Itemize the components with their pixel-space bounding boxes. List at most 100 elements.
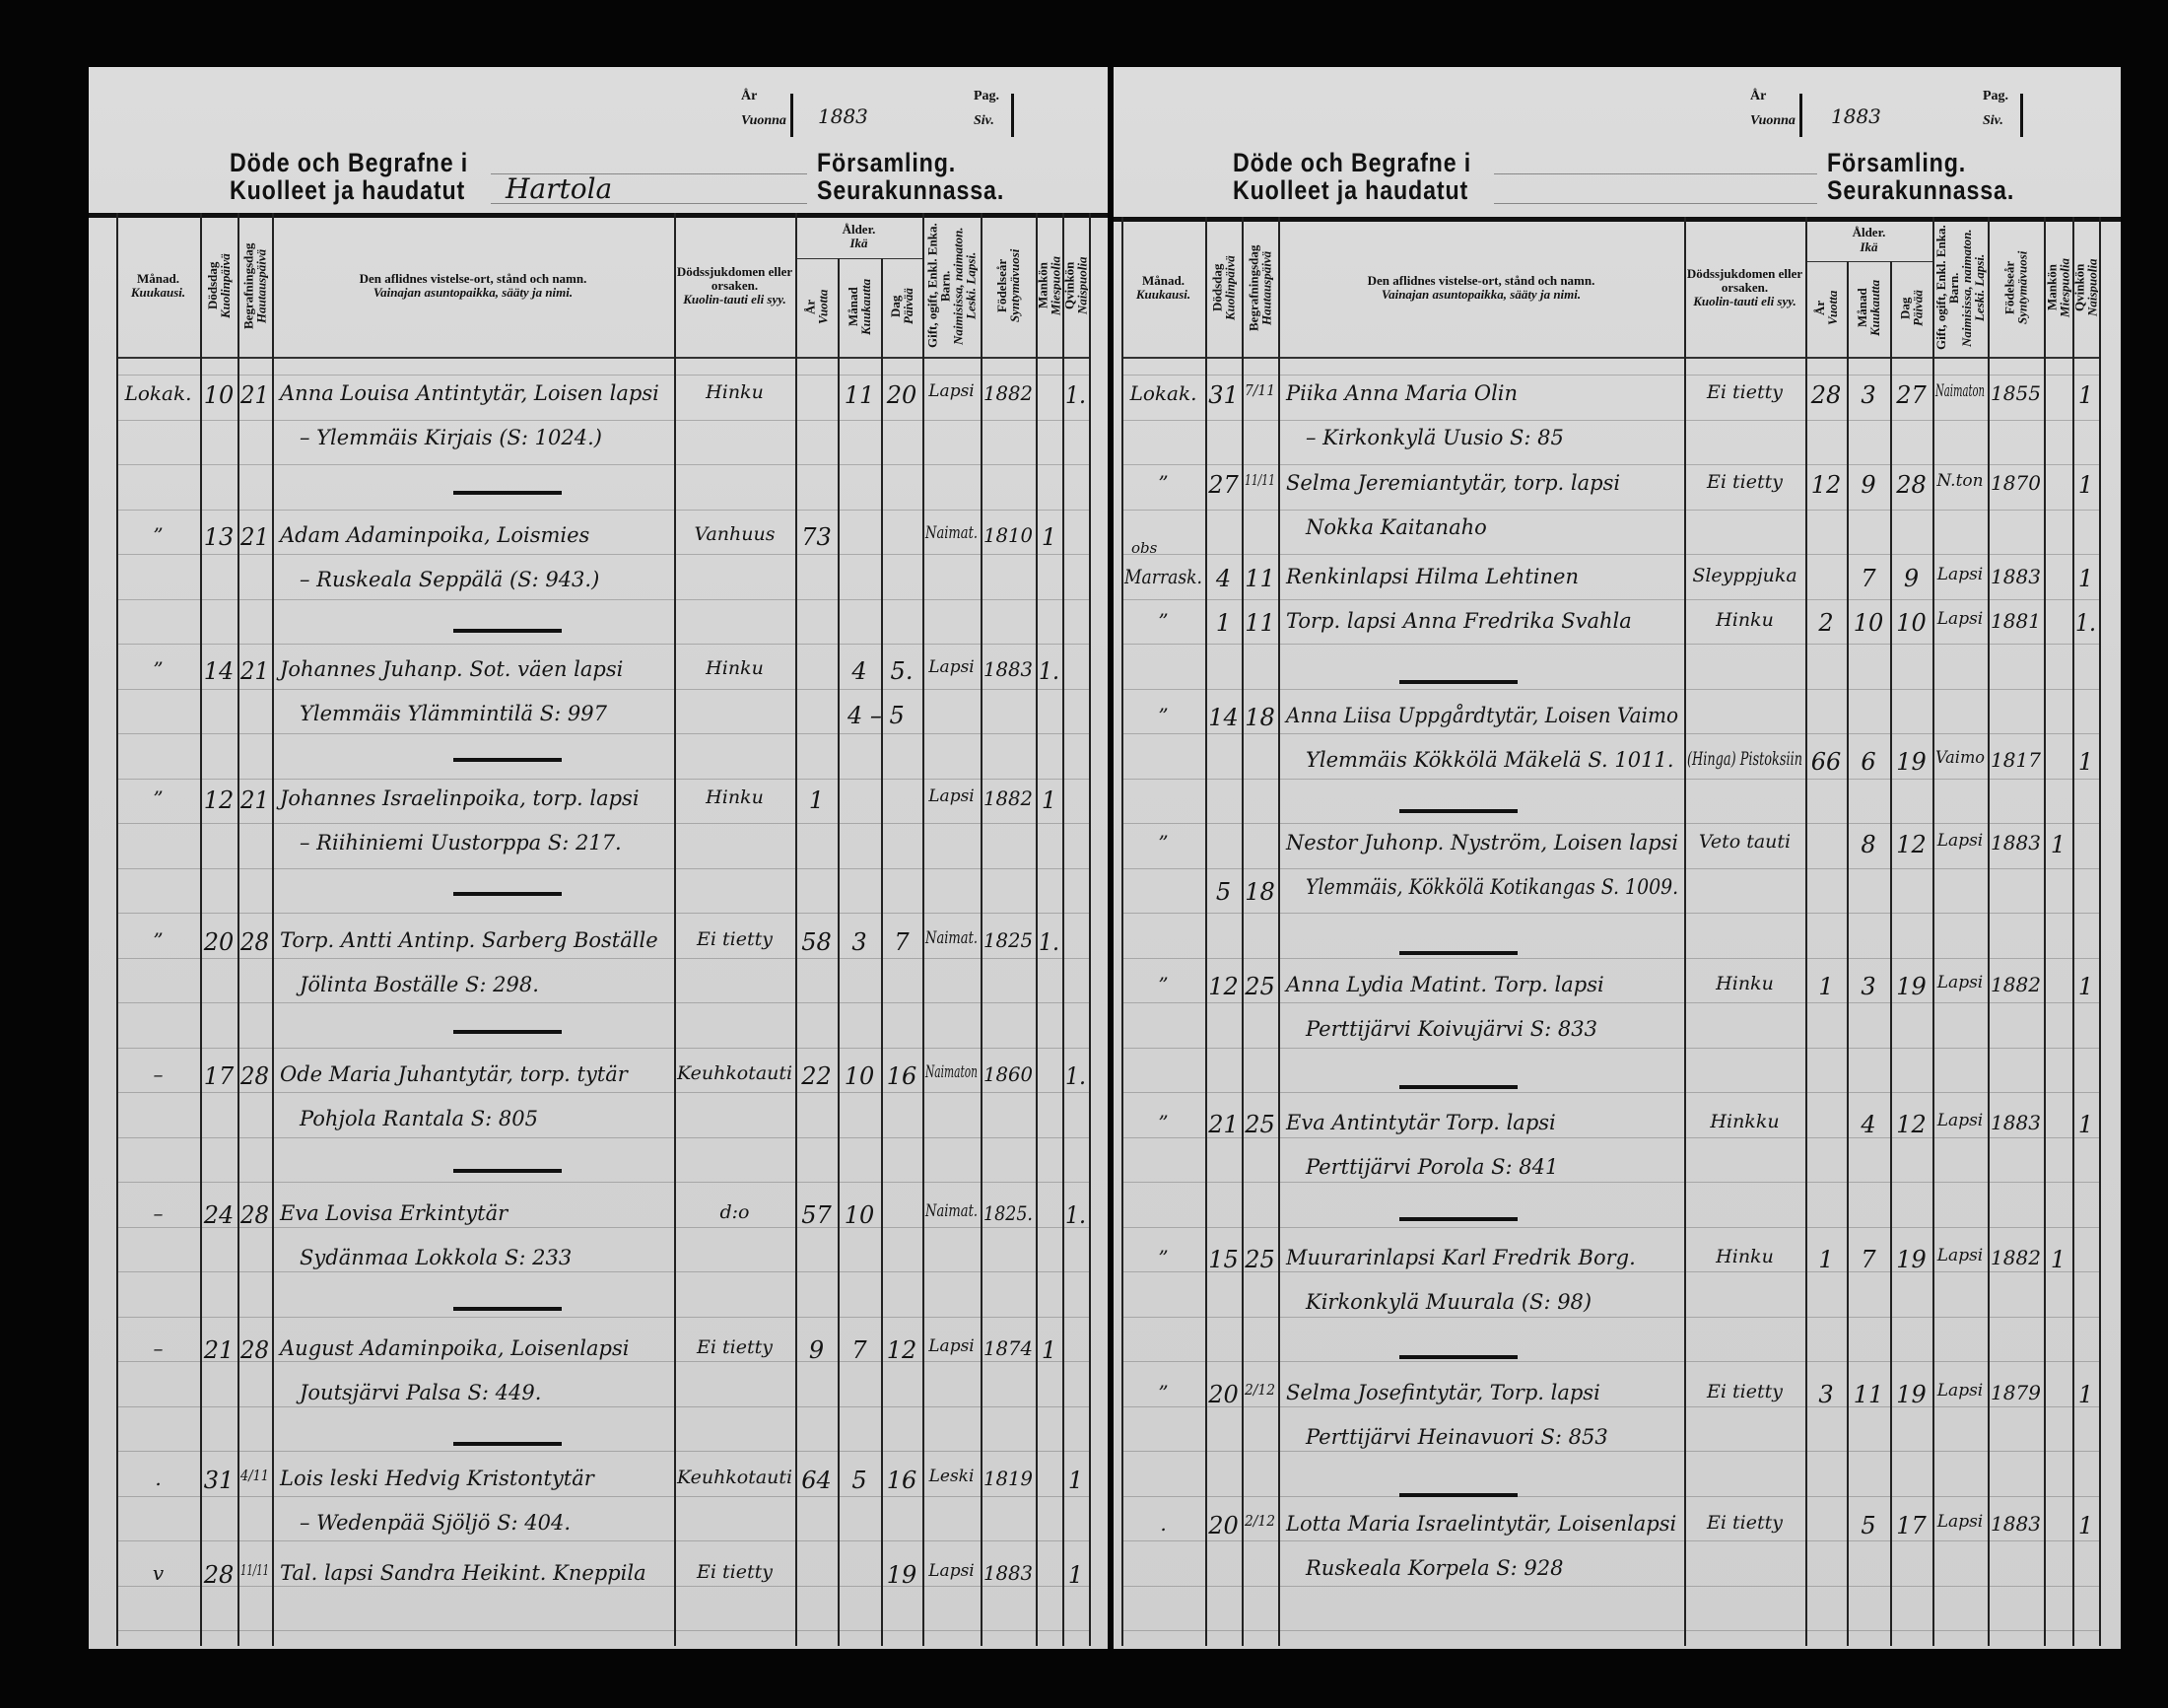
ruled-line <box>1121 1317 2099 1318</box>
entry-months: 7 <box>1861 1246 1876 1273</box>
entry-name-line1: Anna Liisa Uppgårdtytär, Loisen Vaimo <box>1286 704 1679 727</box>
header-rule <box>89 213 1108 218</box>
entry-month: ” <box>1158 471 1169 495</box>
entry-cause: Ei tietty <box>697 1561 773 1583</box>
ruled-line <box>116 644 1089 645</box>
entry-name-line1: Anna Lydia Matint. Torp. lapsi <box>1286 973 1604 996</box>
column-header-fi: Syntymävuosi <box>2014 250 2030 325</box>
entry-name-line1: Johannes Israelinpoika, torp. lapsi <box>280 786 640 810</box>
entry-separator <box>453 1442 562 1446</box>
entry-days: 20 <box>886 381 917 409</box>
entry-separator <box>453 892 562 896</box>
entry-days: 19 <box>1896 973 1927 1000</box>
entry-female: 1 <box>2077 1512 2094 1539</box>
entry-years: 12 <box>1810 471 1842 499</box>
register-page-left <box>89 67 1108 1649</box>
entry-female: 1 <box>2077 1111 2094 1138</box>
entry-separator <box>1399 1217 1518 1221</box>
column-header-age: Ålder. Ikä <box>795 217 922 256</box>
ruled-line <box>1121 1630 2099 1631</box>
entry-name-line1: Anna Louisa Antintytär, Loisen lapsi <box>280 381 659 405</box>
column-header-cause: Dödssjukdomen eller orsaken. Kuolin-tauti… <box>675 219 794 353</box>
entry-separator <box>453 629 562 633</box>
entry-month: ” <box>153 786 164 810</box>
entry-name-line1: Tal. lapsi Sandra Heikint. Kneppila <box>280 1561 646 1585</box>
column-divider <box>2044 217 2046 1646</box>
entry-male: 1. <box>1039 928 1060 956</box>
entry-name-line1: Lois leski Hedvig Kristontytär <box>280 1467 594 1490</box>
entry-name-line2: – Kirkonkylä Uusio S: 85 <box>1306 426 1564 449</box>
entry-male: 1 <box>1041 523 1057 551</box>
year-bracket <box>1799 94 1802 137</box>
entry-months: 10 <box>1853 609 1884 637</box>
entry-name-line1: Muurarinlapsi Karl Fredrik Borg. <box>1286 1246 1636 1269</box>
column-header-fi: Kuukausi. <box>130 285 186 300</box>
entry-months: 9 <box>1861 471 1876 499</box>
entry-month: ” <box>1158 1246 1169 1269</box>
column-header-years: År Vuotta <box>1806 263 1846 353</box>
column-header-fi: Kuukautta <box>858 278 873 335</box>
entry-name-line2: Ruskeala Korpela S: 928 <box>1306 1556 1564 1580</box>
entry-days: 19 <box>1896 748 1927 776</box>
entry-burial-day: 11 <box>1245 609 1275 637</box>
entry-female: 1 <box>1067 1467 1084 1494</box>
entry-years: 1 <box>1818 1246 1834 1273</box>
entry-birth-year: 1870 <box>1991 471 2041 495</box>
entry-burial-day: 2/12 <box>1245 1512 1275 1530</box>
entry-birth-year: 1883 <box>983 1561 1033 1585</box>
ruled-line <box>116 510 1089 511</box>
entry-month: ” <box>153 928 164 952</box>
entry-name-line2: Perttijärvi Heinavuori S: 853 <box>1306 1425 1608 1449</box>
age-header-sv: Ålder. <box>842 221 876 237</box>
ruled-line <box>1121 1406 2099 1407</box>
column-header-male: Mankön Miespuolia <box>1037 219 1061 353</box>
entry-birth-year: 1860 <box>983 1062 1033 1086</box>
entry-years: 57 <box>801 1201 832 1229</box>
ruled-line <box>1121 644 2099 645</box>
entry-burial-day: 18 <box>1245 704 1275 731</box>
entry-birth-year: 1882 <box>983 381 1033 405</box>
year-label-fi: Vuonna <box>1750 113 1795 128</box>
entry-name-line1: Selma Josefintytär, Torp. lapsi <box>1286 1381 1600 1404</box>
column-header-sv: Den aflidnes vistelse-ort, stånd och nam… <box>359 270 587 286</box>
entry-death-day: 15 <box>1208 1246 1239 1273</box>
column-divider <box>1890 261 1892 1646</box>
entry-separator <box>453 1307 562 1311</box>
entry-cause: Ei tietty <box>1707 381 1783 403</box>
ruled-line <box>116 913 1089 914</box>
entry-cause: Ei tietty <box>1707 1512 1783 1534</box>
column-header-birth-year: Födelseår Syntymävuosi <box>1989 223 2043 353</box>
entry-status: Naimat. <box>925 1201 979 1221</box>
year-value: 1883 <box>818 104 868 128</box>
entry-name-line1: Torp. lapsi Anna Fredrika Svahla <box>1286 609 1632 633</box>
entry-death-day: 5 <box>1215 878 1232 906</box>
entry-month: Lokak. <box>124 381 192 405</box>
ruled-line <box>1121 1496 2099 1497</box>
age-subheader-rule <box>1805 261 1932 262</box>
entry-cause: Hinku <box>706 786 764 808</box>
entry-status: Naimat. <box>925 928 979 948</box>
column-header-months: Månad Kuukautta <box>839 260 880 353</box>
entry-separator <box>1399 809 1518 813</box>
entry-cause: Hinkku <box>1710 1111 1780 1132</box>
entry-male: 1 <box>1041 1336 1057 1364</box>
entry-months: 3 <box>1861 973 1876 1000</box>
ruled-line <box>116 958 1089 959</box>
ruled-line <box>1121 1048 2099 1049</box>
column-header-rule <box>1121 357 2099 359</box>
entry-female: 1 <box>2077 565 2094 592</box>
ruled-line <box>116 375 1089 376</box>
ruled-line <box>1121 1137 2099 1138</box>
entry-separator <box>453 1169 562 1173</box>
column-header-burial-day: Begrafningsdag Hautauspäivä <box>238 219 271 353</box>
ruled-line <box>1121 1271 2099 1272</box>
ruled-line <box>1121 375 2099 376</box>
year-value: 1883 <box>1831 104 1881 128</box>
column-header-days: Dag Päivää <box>1891 263 1931 353</box>
entry-cause: Ei tietty <box>1707 471 1783 493</box>
ruled-line <box>1121 464 2099 465</box>
entry-name-line2: Nokka Kaitanaho <box>1306 515 1487 539</box>
column-divider <box>2099 217 2101 1646</box>
entry-name-line1: Ode Maria Juhantytär, torp. tytär <box>280 1062 628 1086</box>
column-header-sv: Den aflidnes vistelse-ort, stånd och nam… <box>1367 272 1595 288</box>
